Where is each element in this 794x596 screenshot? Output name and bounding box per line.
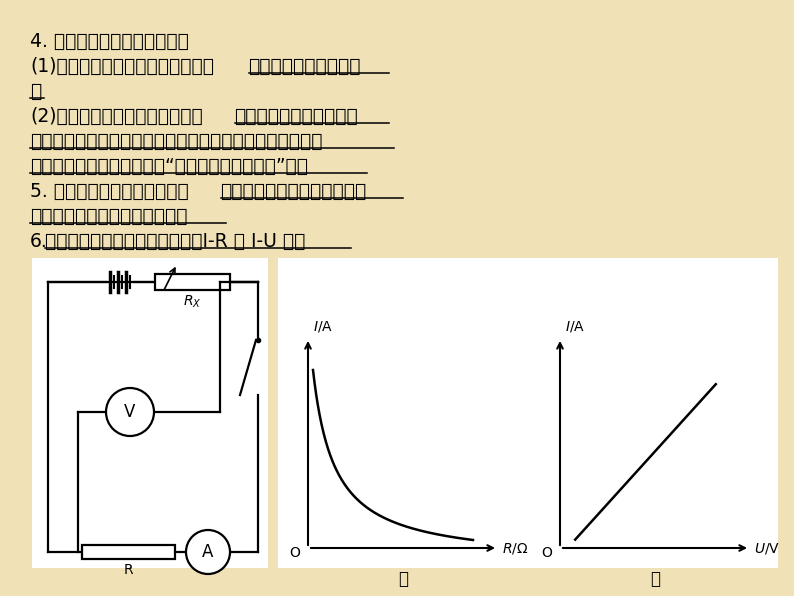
Bar: [32, 258, 268, 568]
Text: 普遍结论，避免实验的偶然性。: 普遍结论，避免实验的偶然性。: [30, 207, 187, 226]
Text: V: V: [125, 403, 136, 421]
Text: 甲: 甲: [398, 570, 408, 588]
Text: 压: 压: [30, 82, 41, 101]
Text: 6.: 6.: [30, 232, 48, 251]
Text: 改变定値电阻两端的电: 改变定値电阻两端的电: [249, 57, 361, 76]
Text: O: O: [289, 546, 300, 560]
Text: $U\rm/V$: $U\rm/V$: [754, 541, 781, 555]
Text: $R/\Omega$: $R/\Omega$: [502, 541, 529, 555]
Bar: [155, 274, 230, 290]
Text: $I\rm/A$: $I\rm/A$: [313, 319, 333, 334]
Text: 重复实验操作，目的是使得出: 重复实验操作，目的是使得出: [221, 182, 367, 201]
Circle shape: [106, 388, 154, 436]
Text: O: O: [542, 546, 552, 560]
Text: 电路的组织也变大，规律是“换大调大，换小调小”。）: 电路的组织也变大，规律是“换大调大，换小调小”。）: [30, 157, 308, 176]
Text: 4. 实验中滑动变阻器的作用：: 4. 实验中滑动变阻器的作用：: [30, 32, 189, 51]
Bar: [82, 545, 175, 559]
Circle shape: [186, 530, 230, 574]
Text: 5. 本实验用不同阻値的电阻，: 5. 本实验用不同阻値的电阻，: [30, 182, 189, 201]
Text: (2)在探究电流与电阻的实验中，: (2)在探究电流与电阻的实验中，: [30, 107, 202, 126]
Text: 电路图及有实验所得数据绘制的I-R 和 I-U 图像: 电路图及有实验所得数据绘制的I-R 和 I-U 图像: [45, 232, 306, 251]
Text: 是保持定制电阻两端的电: 是保持定制电阻两端的电: [234, 107, 358, 126]
Text: (1)在探究电流与电压的实验中，是: (1)在探究电流与电压的实验中，是: [30, 57, 214, 76]
Text: A: A: [202, 543, 214, 561]
Text: 乙: 乙: [650, 570, 660, 588]
Text: R: R: [124, 563, 133, 577]
Text: 压不变。（实验中，定値电阻的阻値变大，滑动变阻器接入: 压不变。（实验中，定値电阻的阻値变大，滑动变阻器接入: [30, 132, 322, 151]
Text: $I\rm/A$: $I\rm/A$: [565, 319, 585, 334]
Bar: [278, 258, 778, 568]
Text: $R_X$: $R_X$: [183, 294, 202, 311]
